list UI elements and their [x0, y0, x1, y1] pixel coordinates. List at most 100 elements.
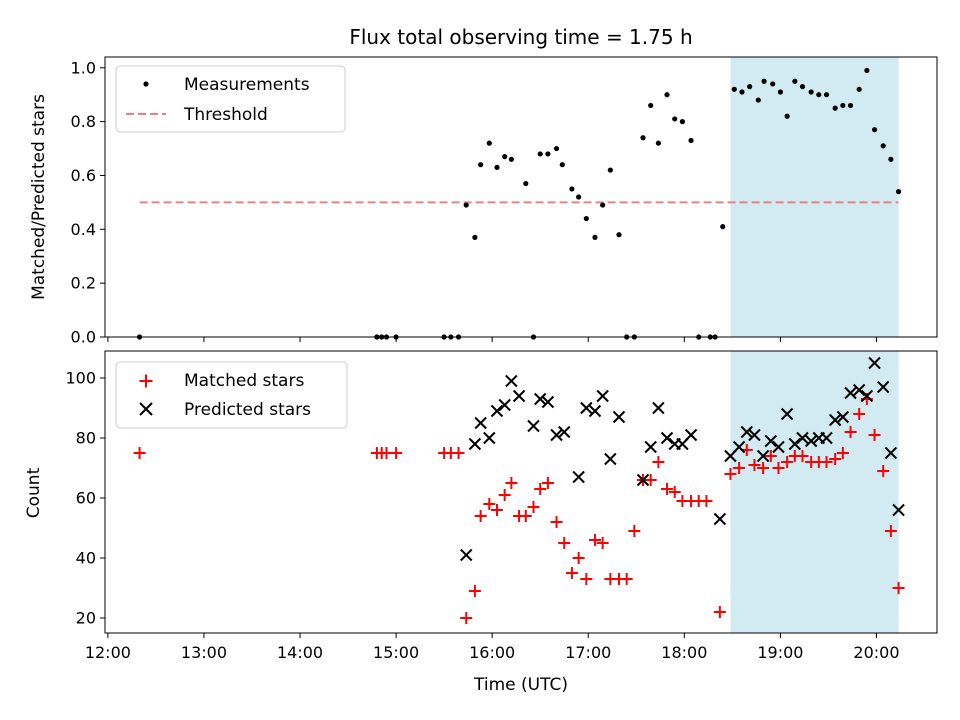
matched-star-point: [892, 582, 905, 594]
predicted-star-point: [836, 410, 850, 424]
predicted-star-point: [572, 470, 585, 484]
predicted-star-point: [588, 404, 602, 418]
predicted-star-point: [804, 434, 818, 448]
matched-star-point: [519, 510, 532, 522]
matched-star-point: [452, 447, 465, 459]
matched-star-point: [390, 447, 403, 459]
y-tick-label: 60: [76, 489, 96, 508]
matched-star-point: [652, 456, 665, 468]
measurement-point: [508, 156, 514, 162]
ratio-y-axis-label: Matched/Predicted stars: [29, 94, 49, 300]
legend-plus-marker: [139, 374, 153, 388]
measurement-point: [537, 151, 543, 157]
matched-star-point: [820, 456, 833, 468]
matched-star-point: [781, 456, 794, 468]
predicted-star-point: [884, 446, 898, 460]
matched-star-point: [644, 474, 657, 486]
measurement-point: [755, 97, 761, 103]
measurement-point: [770, 81, 776, 87]
legend-label-matched: Matched stars: [184, 371, 304, 391]
measurement-point: [463, 202, 469, 208]
predicted-star-point: [490, 404, 504, 418]
measurement-point: [576, 194, 582, 200]
matched-star-point: [796, 450, 809, 462]
measurement-point: [600, 202, 606, 208]
predicted-star-point: [660, 431, 674, 445]
matched-star-point: [580, 573, 593, 585]
chart-title: Flux total observing time = 1.75 h: [349, 25, 692, 49]
x-tick-label: 16:00: [469, 643, 515, 662]
matched-star-point: [628, 525, 641, 537]
x-tick-label: 12:00: [85, 643, 131, 662]
legend-label-predicted: Predicted stars: [184, 400, 311, 420]
ratio-panel: 0.0 0.2 0.4 0.6 0.8 1.0 Matched/Predicted sta…: [29, 56, 938, 347]
predicted-star-point: [474, 416, 487, 430]
matched-star-point: [836, 447, 849, 459]
matched-star-point: [772, 462, 785, 474]
measurement-point: [895, 189, 902, 195]
predicted-star-point: [483, 431, 496, 445]
predicted-star-point: [748, 428, 761, 442]
predicted-star-point: [852, 383, 866, 397]
y-tick-label: 20: [76, 609, 96, 628]
measurement-point: [569, 186, 575, 192]
y-tick-label: 40: [76, 549, 96, 568]
measurement-point: [478, 162, 484, 168]
measurement-point: [664, 92, 670, 98]
predicted-star-point: [740, 425, 753, 439]
matched-star-point: [661, 483, 674, 495]
matched-star-point: [764, 450, 777, 462]
measurement-point: [607, 167, 613, 173]
measurement-point: [792, 78, 798, 84]
measurement-point: [688, 137, 694, 144]
measurement-point: [731, 86, 737, 92]
measurement-point: [739, 89, 745, 95]
y-tick-label: 80: [76, 429, 96, 448]
measurement-point: [823, 92, 830, 98]
predicted-star-point: [460, 548, 473, 562]
matched-star-point: [483, 498, 496, 510]
predicted-star-point: [550, 428, 563, 442]
matched-star-point: [468, 585, 481, 597]
predicted-star-point: [788, 437, 802, 451]
matched-star-point: [474, 510, 487, 522]
measurement-point: [559, 162, 565, 168]
observing-window-shade: [730, 57, 899, 337]
predicted-star-point: [580, 401, 593, 415]
predicted-star-point: [534, 392, 547, 406]
matched-star-point: [757, 462, 770, 474]
count-legend-box: [115, 361, 348, 429]
predicted-star-point: [828, 413, 842, 427]
measurement-point: [784, 113, 790, 119]
predicted-star-point: [732, 440, 746, 454]
x-tick-label: 15:00: [373, 643, 419, 662]
predicted-star-point: [541, 395, 555, 409]
matched-star-point: [572, 552, 585, 564]
count-y-axis-ticks: 20 40 60 80 100: [65, 369, 105, 628]
matched-star-point: [565, 567, 578, 579]
count-panel: 20 40 60 80 100 12:00 13:00 14:00 15:00 16:00 17:…: [24, 350, 938, 695]
measurement-point: [864, 67, 870, 74]
predicted-star-point: [820, 431, 833, 445]
measurement-point: [523, 180, 529, 187]
matched-star-point: [133, 447, 146, 459]
ratio-x-axis-ticks: [107, 337, 877, 342]
legend-label-measurements: Measurements: [184, 75, 310, 95]
predicted-star-point: [612, 410, 626, 424]
matched-star-point: [668, 486, 681, 498]
x-tick-label: 20:00: [853, 643, 899, 662]
y-tick-label: 0.4: [71, 220, 96, 239]
matched-star-point: [558, 537, 571, 549]
x-tick-label: 13:00: [181, 643, 227, 662]
predicted-star-point: [512, 389, 526, 403]
measurement-point: [472, 234, 478, 240]
measurement-point: [777, 89, 783, 95]
measurement-point: [640, 135, 646, 141]
x-tick-label: 17:00: [565, 643, 611, 662]
matched-star-point: [620, 573, 633, 585]
measurement-point: [616, 232, 622, 238]
measurement-point: [679, 119, 686, 125]
measurement-points: [136, 67, 902, 340]
count-points: [133, 356, 905, 624]
